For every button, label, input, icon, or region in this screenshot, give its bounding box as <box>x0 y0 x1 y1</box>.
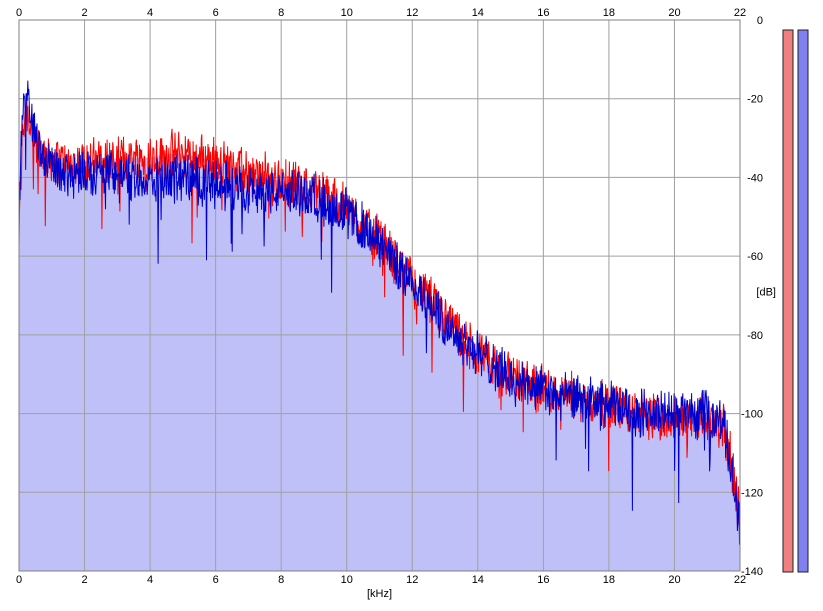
y-tick-label: -80 <box>747 330 763 342</box>
spectrum-area-fill <box>19 94 740 571</box>
x-tick-label-bottom: 16 <box>537 574 549 586</box>
x-tick-label-bottom: 10 <box>341 574 353 586</box>
x-tick-label-bottom: 22 <box>734 574 746 586</box>
x-tick-label-bottom: 4 <box>147 574 153 586</box>
plot-frame <box>18 19 741 572</box>
y-tick-label: 0 <box>757 15 763 27</box>
series-layer <box>18 80 741 545</box>
x-tick-label-bottom: 20 <box>668 574 680 586</box>
level-meters <box>782 29 809 573</box>
x-tick-label-top: 22 <box>734 7 746 19</box>
plot-area <box>18 19 741 572</box>
x-tick-labels-top: 0 2 4 6 8 10 12 14 16 18 20 22 <box>16 7 746 19</box>
x-tick-label-bottom: 6 <box>213 574 219 586</box>
series-line-1 <box>18 80 741 545</box>
x-tick-label-bottom: 18 <box>603 574 615 586</box>
x-tick-label-top: 18 <box>603 7 615 19</box>
x-tick-label-bottom: 2 <box>81 574 87 586</box>
x-tick-label-bottom: 0 <box>16 574 22 586</box>
x-tick-label-top: 16 <box>537 7 549 19</box>
x-tick-label-top: 20 <box>668 7 680 19</box>
y-tick-label: -60 <box>747 251 763 263</box>
x-tick-label-top: 4 <box>147 7 153 19</box>
y-tick-labels: 0 -20 -40 -60 -80 -100 -120 -140 <box>741 15 763 578</box>
y-tick-label: -40 <box>747 172 763 184</box>
x-tick-label-top: 10 <box>341 7 353 19</box>
y-tick-label: -120 <box>741 487 763 499</box>
level-meter-right <box>797 29 809 573</box>
x-tick-label-top: 12 <box>406 7 418 19</box>
x-tick-label-top: 0 <box>16 7 22 19</box>
level-meter-left <box>782 29 794 573</box>
y-tick-label: -100 <box>741 409 763 421</box>
x-tick-label-top: 14 <box>472 7 484 19</box>
x-tick-label-top: 6 <box>213 7 219 19</box>
x-tick-label-bottom: 12 <box>406 574 418 586</box>
x-tick-labels-bottom: 0 2 4 6 8 10 12 14 16 18 20 22 <box>16 574 746 586</box>
x-tick-label-bottom: 14 <box>472 574 484 586</box>
y-tick-label: -140 <box>741 566 763 578</box>
x-tick-label-top: 2 <box>81 7 87 19</box>
x-tick-label-bottom: 8 <box>278 574 284 586</box>
y-tick-label: -20 <box>747 94 763 106</box>
x-axis-label: [kHz] <box>367 588 392 600</box>
y-axis-label: [dB] <box>756 287 776 299</box>
x-tick-label-top: 8 <box>278 7 284 19</box>
